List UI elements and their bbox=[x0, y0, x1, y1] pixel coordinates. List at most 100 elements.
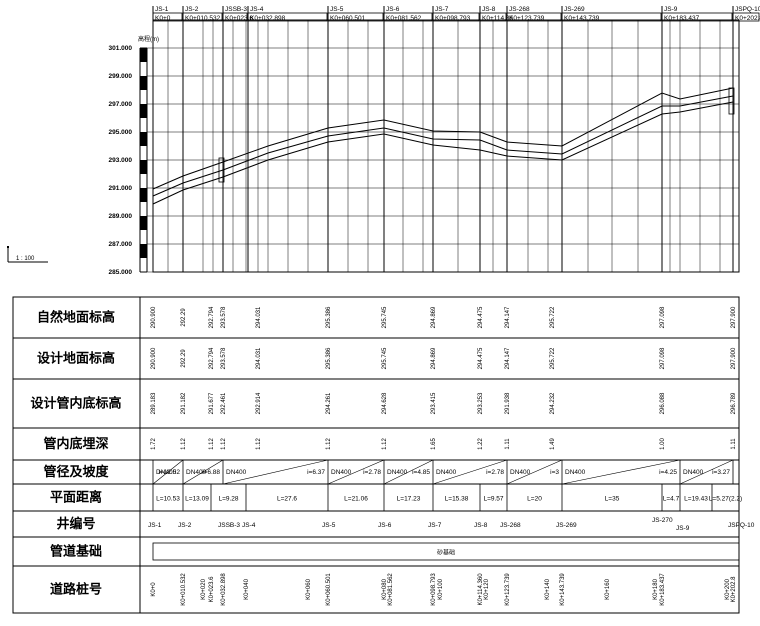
road-chainage: K0+114.360 bbox=[478, 573, 484, 606]
station-id: JS-7 bbox=[435, 6, 449, 13]
station-chainage: K0+032.898 bbox=[250, 15, 286, 22]
road-chainage: K0+202.8 bbox=[731, 576, 737, 603]
design-ground-value: 295.745 bbox=[382, 347, 388, 369]
pipe-diameter: DN400 bbox=[387, 469, 408, 476]
natural-ground-value: 293.578 bbox=[221, 306, 227, 328]
station-id: JS-9 bbox=[664, 6, 678, 13]
invert-value: 291.182 bbox=[181, 392, 187, 414]
station-gridlines bbox=[167, 20, 734, 272]
depth-value: 1.49 bbox=[550, 438, 556, 450]
elevation-tick: 291.000 bbox=[109, 185, 133, 192]
station-chainage: K0+114.36 bbox=[482, 15, 514, 22]
road-chainage: K0+160 bbox=[605, 578, 611, 600]
elevation-tick: 301.000 bbox=[109, 45, 133, 52]
invert-value: 294.232 bbox=[550, 392, 556, 414]
natural-ground-value: 294.031 bbox=[256, 306, 262, 328]
invert-value: 289.183 bbox=[151, 392, 157, 414]
row-label: 平面距离 bbox=[50, 490, 102, 505]
well-id: JS-9 bbox=[676, 525, 690, 532]
elevation-tick-labels: 301.000 299.000 297.000 295.000 293.000 291.0… bbox=[109, 45, 133, 276]
data-table: 自然地面标高设计地面标高设计管内底标高管内底埋深管径及坡度平面距离井编号管道基础… bbox=[13, 310, 739, 597]
station-chainage: K0+098.793 bbox=[435, 15, 471, 22]
segment-distance: L=13.09 bbox=[185, 496, 209, 503]
pipe-diameter: DN400 bbox=[186, 469, 207, 476]
elevation-tick: 287.000 bbox=[109, 241, 133, 248]
pipe-slope: i=2.78 bbox=[363, 469, 381, 476]
depth-value: 1.00 bbox=[660, 438, 666, 450]
depth-value: 1.11 bbox=[731, 438, 737, 450]
road-chainage: K0+200 bbox=[725, 578, 731, 600]
depth-value: 1.11 bbox=[505, 438, 511, 450]
sand-trap-marker bbox=[218, 157, 225, 183]
segment-distance: L=19.43 bbox=[684, 496, 708, 503]
natural-ground-value: 292.794 bbox=[209, 306, 215, 328]
road-chainage: K0+143.739 bbox=[560, 573, 566, 606]
design-ground-value: 294.869 bbox=[431, 347, 437, 369]
pipe-slope: i=4.85 bbox=[412, 469, 430, 476]
invert-value: 296.789 bbox=[731, 392, 737, 414]
road-chainage: K0+023.6 bbox=[209, 576, 215, 603]
road-chainage: K0+060.501 bbox=[326, 573, 332, 606]
natural-ground-value: 294.869 bbox=[431, 306, 437, 328]
natural-ground-value: 294.475 bbox=[478, 306, 484, 328]
scale-indicator: 1 : 100 bbox=[7, 246, 48, 263]
invert-value: 292.914 bbox=[256, 392, 262, 414]
data-table-frame bbox=[12, 296, 740, 614]
well-id: JS-8 bbox=[474, 522, 488, 529]
segment-distance: L=9.28 bbox=[218, 496, 238, 503]
road-chainage: K0+123.739 bbox=[505, 573, 511, 606]
station-chainage: K0+202.8 bbox=[735, 15, 760, 22]
pipe-invert-line bbox=[152, 101, 734, 205]
road-chainage: K0+120 bbox=[484, 578, 490, 600]
row-label: 设计管内底标高 bbox=[30, 396, 121, 411]
station-id: JS-269 bbox=[564, 6, 585, 13]
natural-ground-value: 297.900 bbox=[731, 306, 737, 328]
station-chainage: K0+060.501 bbox=[330, 15, 366, 22]
depth-value: 1.12 bbox=[221, 438, 227, 450]
scale-label: 1 : 100 bbox=[16, 256, 35, 262]
station-chainage: K0+143.739 bbox=[564, 15, 600, 22]
natural-ground-value: 295.722 bbox=[550, 306, 556, 328]
row-label: 井编号 bbox=[56, 516, 95, 531]
natural-ground-value: 295.745 bbox=[382, 306, 388, 328]
pipe-diameter: DN400 bbox=[565, 469, 586, 476]
station-id: JS-1 bbox=[155, 6, 169, 13]
pipe-slope: i=2.78 bbox=[486, 469, 504, 476]
segment-distance: L=10.53 bbox=[156, 496, 180, 503]
well-id: JS-270 bbox=[652, 517, 673, 524]
well-id: JS-5 bbox=[322, 522, 336, 529]
segment-distance: L=35 bbox=[605, 496, 620, 503]
design-ground-value: 292.29 bbox=[181, 349, 187, 368]
pipe-diameter: DN400 bbox=[156, 469, 177, 476]
depth-value: 1.72 bbox=[151, 438, 157, 450]
segment-distance: L=17.23 bbox=[397, 496, 421, 503]
row-label: 设计地面标高 bbox=[37, 351, 115, 366]
segment-distance: L=27.6 bbox=[277, 496, 297, 503]
station-chainage: K0+123.739 bbox=[509, 15, 545, 22]
depth-value: 1.22 bbox=[478, 438, 484, 450]
elevation-tick: 297.000 bbox=[109, 101, 133, 108]
row-label: 道路桩号 bbox=[50, 582, 102, 597]
road-chainage: K0+020 bbox=[201, 578, 207, 600]
row-label: 自然地面标高 bbox=[37, 310, 115, 325]
segment-distance: L=5.27(2.2) bbox=[709, 496, 742, 503]
outlet-marker bbox=[728, 87, 735, 115]
invert-value: 296.088 bbox=[660, 392, 666, 414]
design-ground-value: 294.475 bbox=[478, 347, 484, 369]
road-chainage: K0+098.793 bbox=[431, 573, 437, 606]
pipe-slope: i=6.88 bbox=[202, 469, 220, 476]
road-chainage: K0+0 bbox=[151, 582, 157, 597]
design-ground-value: 292.794 bbox=[209, 347, 215, 369]
road-chainage: K0+081.562 bbox=[388, 573, 394, 606]
invert-value: 291.677 bbox=[209, 392, 215, 414]
invert-value: 294.628 bbox=[382, 392, 388, 414]
segment-distance: L=21.06 bbox=[344, 496, 368, 503]
pipe-diameter: DN400 bbox=[331, 469, 352, 476]
station-id: JSPQ-10 bbox=[735, 6, 760, 13]
well-id: JS-2 bbox=[178, 522, 192, 529]
pipe-diameter: DN400 bbox=[226, 469, 247, 476]
station-id: JS-268 bbox=[509, 6, 530, 13]
pipe-diameter: DN400 bbox=[436, 469, 457, 476]
